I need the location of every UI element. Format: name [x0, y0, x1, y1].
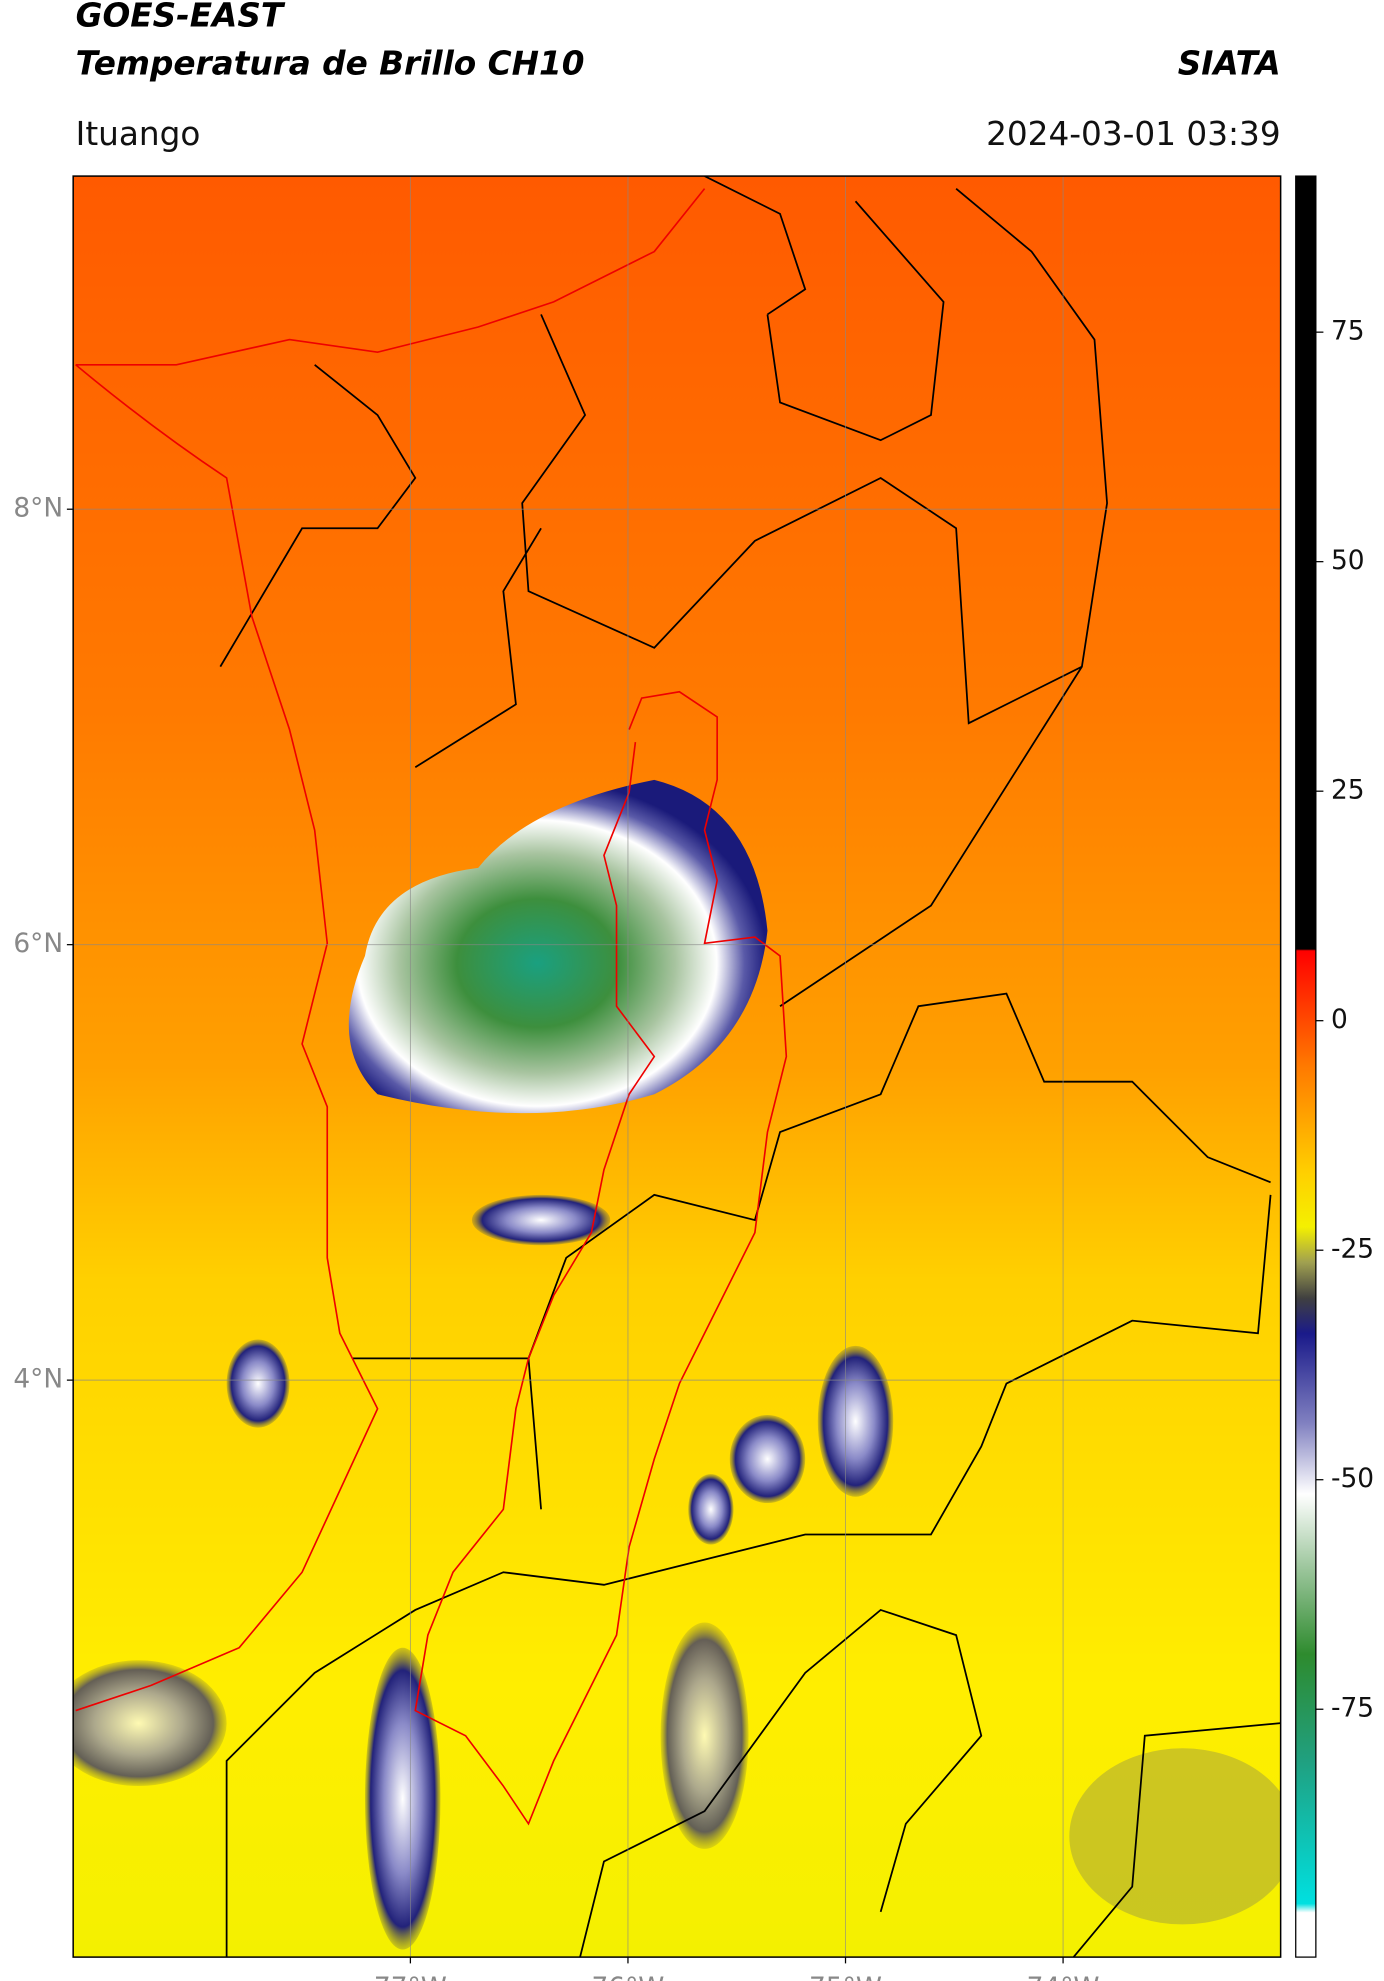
- subtitle: Temperatura de Brillo CH10: [76, 44, 585, 82]
- cloud-cell: [226, 1339, 290, 1428]
- cloud-cell: [1069, 1748, 1281, 1925]
- colorbar-tick-label: -75: [1331, 1693, 1374, 1724]
- lon-tick-label: 76°W: [591, 1972, 664, 1981]
- colorbar-tick-label: 75: [1331, 316, 1365, 347]
- lat-tick-label: 6°N: [13, 928, 63, 959]
- lon-tick-label: 74°W: [1027, 1972, 1100, 1981]
- region-border: [75, 188, 788, 1826]
- colorbar-tick-label: -50: [1331, 1463, 1374, 1494]
- colorbar: [1295, 175, 1317, 1958]
- admin-border: [225, 992, 1281, 1958]
- admin-border: [219, 176, 1108, 1007]
- map-frame: [72, 175, 1282, 1958]
- cloud-cell: [471, 1194, 611, 1246]
- colorbar-tick-label: 50: [1331, 545, 1365, 576]
- location: Ituango: [76, 115, 201, 153]
- lon-tick-label: 75°W: [809, 1972, 882, 1981]
- cloud-cell: [817, 1345, 894, 1497]
- cloud-cell: [729, 1415, 806, 1504]
- colorbar-tick-label: 0: [1331, 1004, 1348, 1035]
- colorbar-tick-label: 25: [1331, 775, 1365, 806]
- organization: SIATA: [1178, 44, 1281, 82]
- datetime: 2024-03-01 03:39: [986, 115, 1281, 153]
- map: [73, 176, 1281, 1958]
- cloud-cell: [73, 1660, 227, 1787]
- colorbar-tick-label: -25: [1331, 1234, 1374, 1265]
- lat-tick-label: 4°N: [13, 1364, 63, 1395]
- lat-tick-label: 8°N: [13, 493, 63, 524]
- cloud-system: [348, 779, 768, 1114]
- cloud-cell: [660, 1622, 749, 1849]
- cloud-cell: [364, 1647, 441, 1950]
- title: GOES-EAST: [76, 0, 286, 35]
- cloud-cell: [688, 1474, 734, 1545]
- lon-tick-label: 77°W: [374, 1972, 447, 1981]
